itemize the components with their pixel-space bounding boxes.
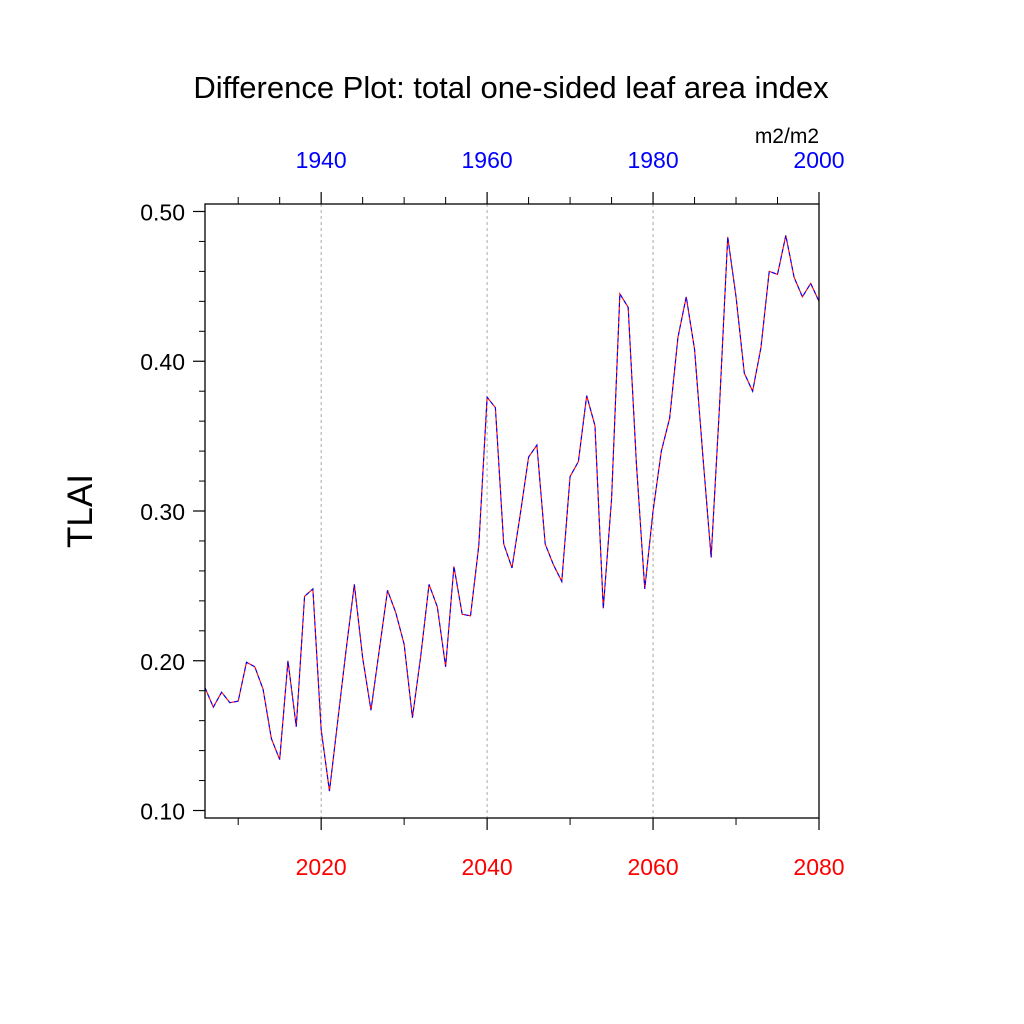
y-tick-label: 0.20	[140, 649, 185, 675]
units-label: m2/m2	[755, 125, 819, 148]
x-bottom-tick-label: 2040	[462, 854, 513, 880]
y-tick-label: 0.40	[140, 349, 185, 375]
x-bottom-tick-label: 2060	[627, 854, 678, 880]
y-tick-label: 0.30	[140, 499, 185, 525]
series-line-blue	[204, 235, 820, 792]
axes	[204, 203, 820, 819]
axis-ticks	[193, 192, 820, 830]
y-tick-label: 0.50	[140, 199, 185, 225]
y-tick-label: 0.10	[140, 799, 185, 825]
tick-labels: 0.10 0.20 0.30 0.40 0.50 2020 2040 2060 2080 1940…	[140, 147, 844, 880]
chart-title: Difference Plot: total one-sided leaf ar…	[193, 70, 829, 105]
series-line-red	[204, 235, 820, 792]
x-top-tick-label: 1980	[627, 147, 678, 173]
x-top-tick-label: 1960	[462, 147, 513, 173]
y-axis-label: TLAI	[61, 474, 100, 548]
x-bottom-tick-label: 2080	[793, 854, 844, 880]
x-top-tick-label: 2000	[793, 147, 844, 173]
x-top-tick-label: 1940	[296, 147, 347, 173]
plot-frame	[204, 203, 820, 819]
data-series	[204, 235, 820, 792]
x-bottom-tick-label: 2020	[296, 854, 347, 880]
gridlines	[320, 204, 654, 818]
